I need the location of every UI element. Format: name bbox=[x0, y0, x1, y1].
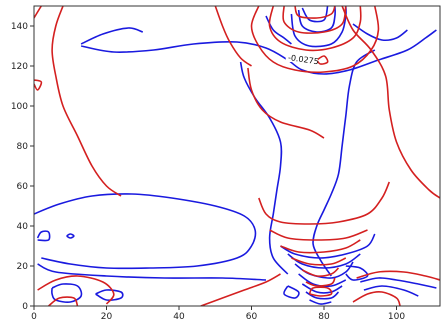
positive-contour-line-2 bbox=[51, 6, 122, 197]
negative-contour-line-16 bbox=[352, 23, 408, 42]
y-tick-label-0: 0 bbox=[22, 302, 28, 312]
positive-contour-line-17 bbox=[305, 277, 336, 287]
y-tick-label-6: 120 bbox=[11, 62, 28, 72]
negative-contour-line-9 bbox=[95, 289, 124, 301]
contour-label-bg-0 bbox=[285, 52, 318, 62]
negative-contour-line-7 bbox=[37, 263, 267, 281]
positive-contour-line-20 bbox=[352, 290, 401, 306]
x-tick-label-3: 60 bbox=[246, 312, 258, 320]
x-tick-label-5: 100 bbox=[388, 312, 405, 320]
plot-frame bbox=[33, 5, 441, 307]
positive-contour-line-22 bbox=[316, 55, 329, 65]
negative-contour-line-24 bbox=[283, 285, 300, 299]
y-tick-label-4: 80 bbox=[17, 142, 29, 152]
positive-contour-line-1 bbox=[34, 79, 43, 91]
contour-layer bbox=[34, 6, 440, 306]
x-tick-label-2: 40 bbox=[173, 312, 185, 320]
negative-contour-line-10 bbox=[360, 277, 437, 289]
y-tick-label-5: 100 bbox=[11, 102, 28, 112]
negative-contour-line-5 bbox=[36, 230, 51, 242]
positive-contour-line-15 bbox=[291, 257, 347, 266]
negative-contour-line-1 bbox=[80, 27, 144, 45]
x-tick-label-4: 80 bbox=[318, 312, 330, 320]
positive-contour-line-8 bbox=[294, 6, 336, 19]
negative-contour-line-23 bbox=[309, 299, 332, 305]
negative-contour-line-13 bbox=[297, 6, 336, 33]
positive-contour-line-14 bbox=[280, 239, 361, 254]
positive-contour-line-0 bbox=[34, 6, 42, 19]
y-tick-label-3: 60 bbox=[17, 182, 29, 192]
x-tick-label-0: 0 bbox=[31, 312, 37, 320]
contour-label-0: -0.0275 bbox=[287, 53, 319, 66]
positive-contour-line-18 bbox=[308, 286, 333, 297]
positive-contour-line-13 bbox=[269, 229, 368, 241]
negative-contour-line-8 bbox=[51, 283, 83, 303]
negative-contour-line-18 bbox=[287, 253, 361, 269]
negative-contour-line-2 bbox=[312, 49, 376, 277]
negative-contour-line-0 bbox=[80, 29, 437, 75]
axis-layer: 0 20 40 60 80 100 0 20 40 60 80 100 120 140 bbox=[11, 22, 406, 320]
negative-contour-line-17 bbox=[280, 233, 376, 259]
positive-contour-line-12 bbox=[258, 181, 391, 225]
x-tick-label-1: 20 bbox=[101, 312, 113, 320]
positive-contour-line-9 bbox=[341, 6, 440, 199]
positive-contour-line-16 bbox=[301, 267, 340, 277]
positive-contour-line-7 bbox=[282, 6, 347, 34]
positive-contour-line-5 bbox=[250, 6, 380, 74]
negative-contour-line-21 bbox=[301, 283, 343, 294]
negative-contour-line-3 bbox=[239, 61, 289, 275]
positive-contour-line-4 bbox=[47, 296, 79, 306]
y-tick-label-2: 40 bbox=[17, 222, 29, 232]
positive-contour-line-3 bbox=[37, 275, 115, 305]
positive-contour-line-19 bbox=[200, 273, 281, 306]
positive-contour-line-6 bbox=[268, 6, 362, 52]
negative-contour-line-11 bbox=[363, 285, 419, 297]
negative-contour-line-6 bbox=[66, 233, 75, 239]
negative-contour-line-14 bbox=[301, 6, 329, 23]
positive-contour-line-21 bbox=[356, 270, 440, 281]
contour-label-layer: -0.0275 bbox=[285, 52, 319, 66]
y-tick-label-7: 140 bbox=[11, 22, 28, 32]
negative-contour-line-4 bbox=[34, 193, 257, 270]
positive-contour-line-11 bbox=[247, 67, 325, 139]
positive-contour-line-10 bbox=[214, 6, 252, 67]
y-tick-label-1: 20 bbox=[17, 262, 29, 272]
negative-contour-line-25 bbox=[345, 265, 369, 281]
